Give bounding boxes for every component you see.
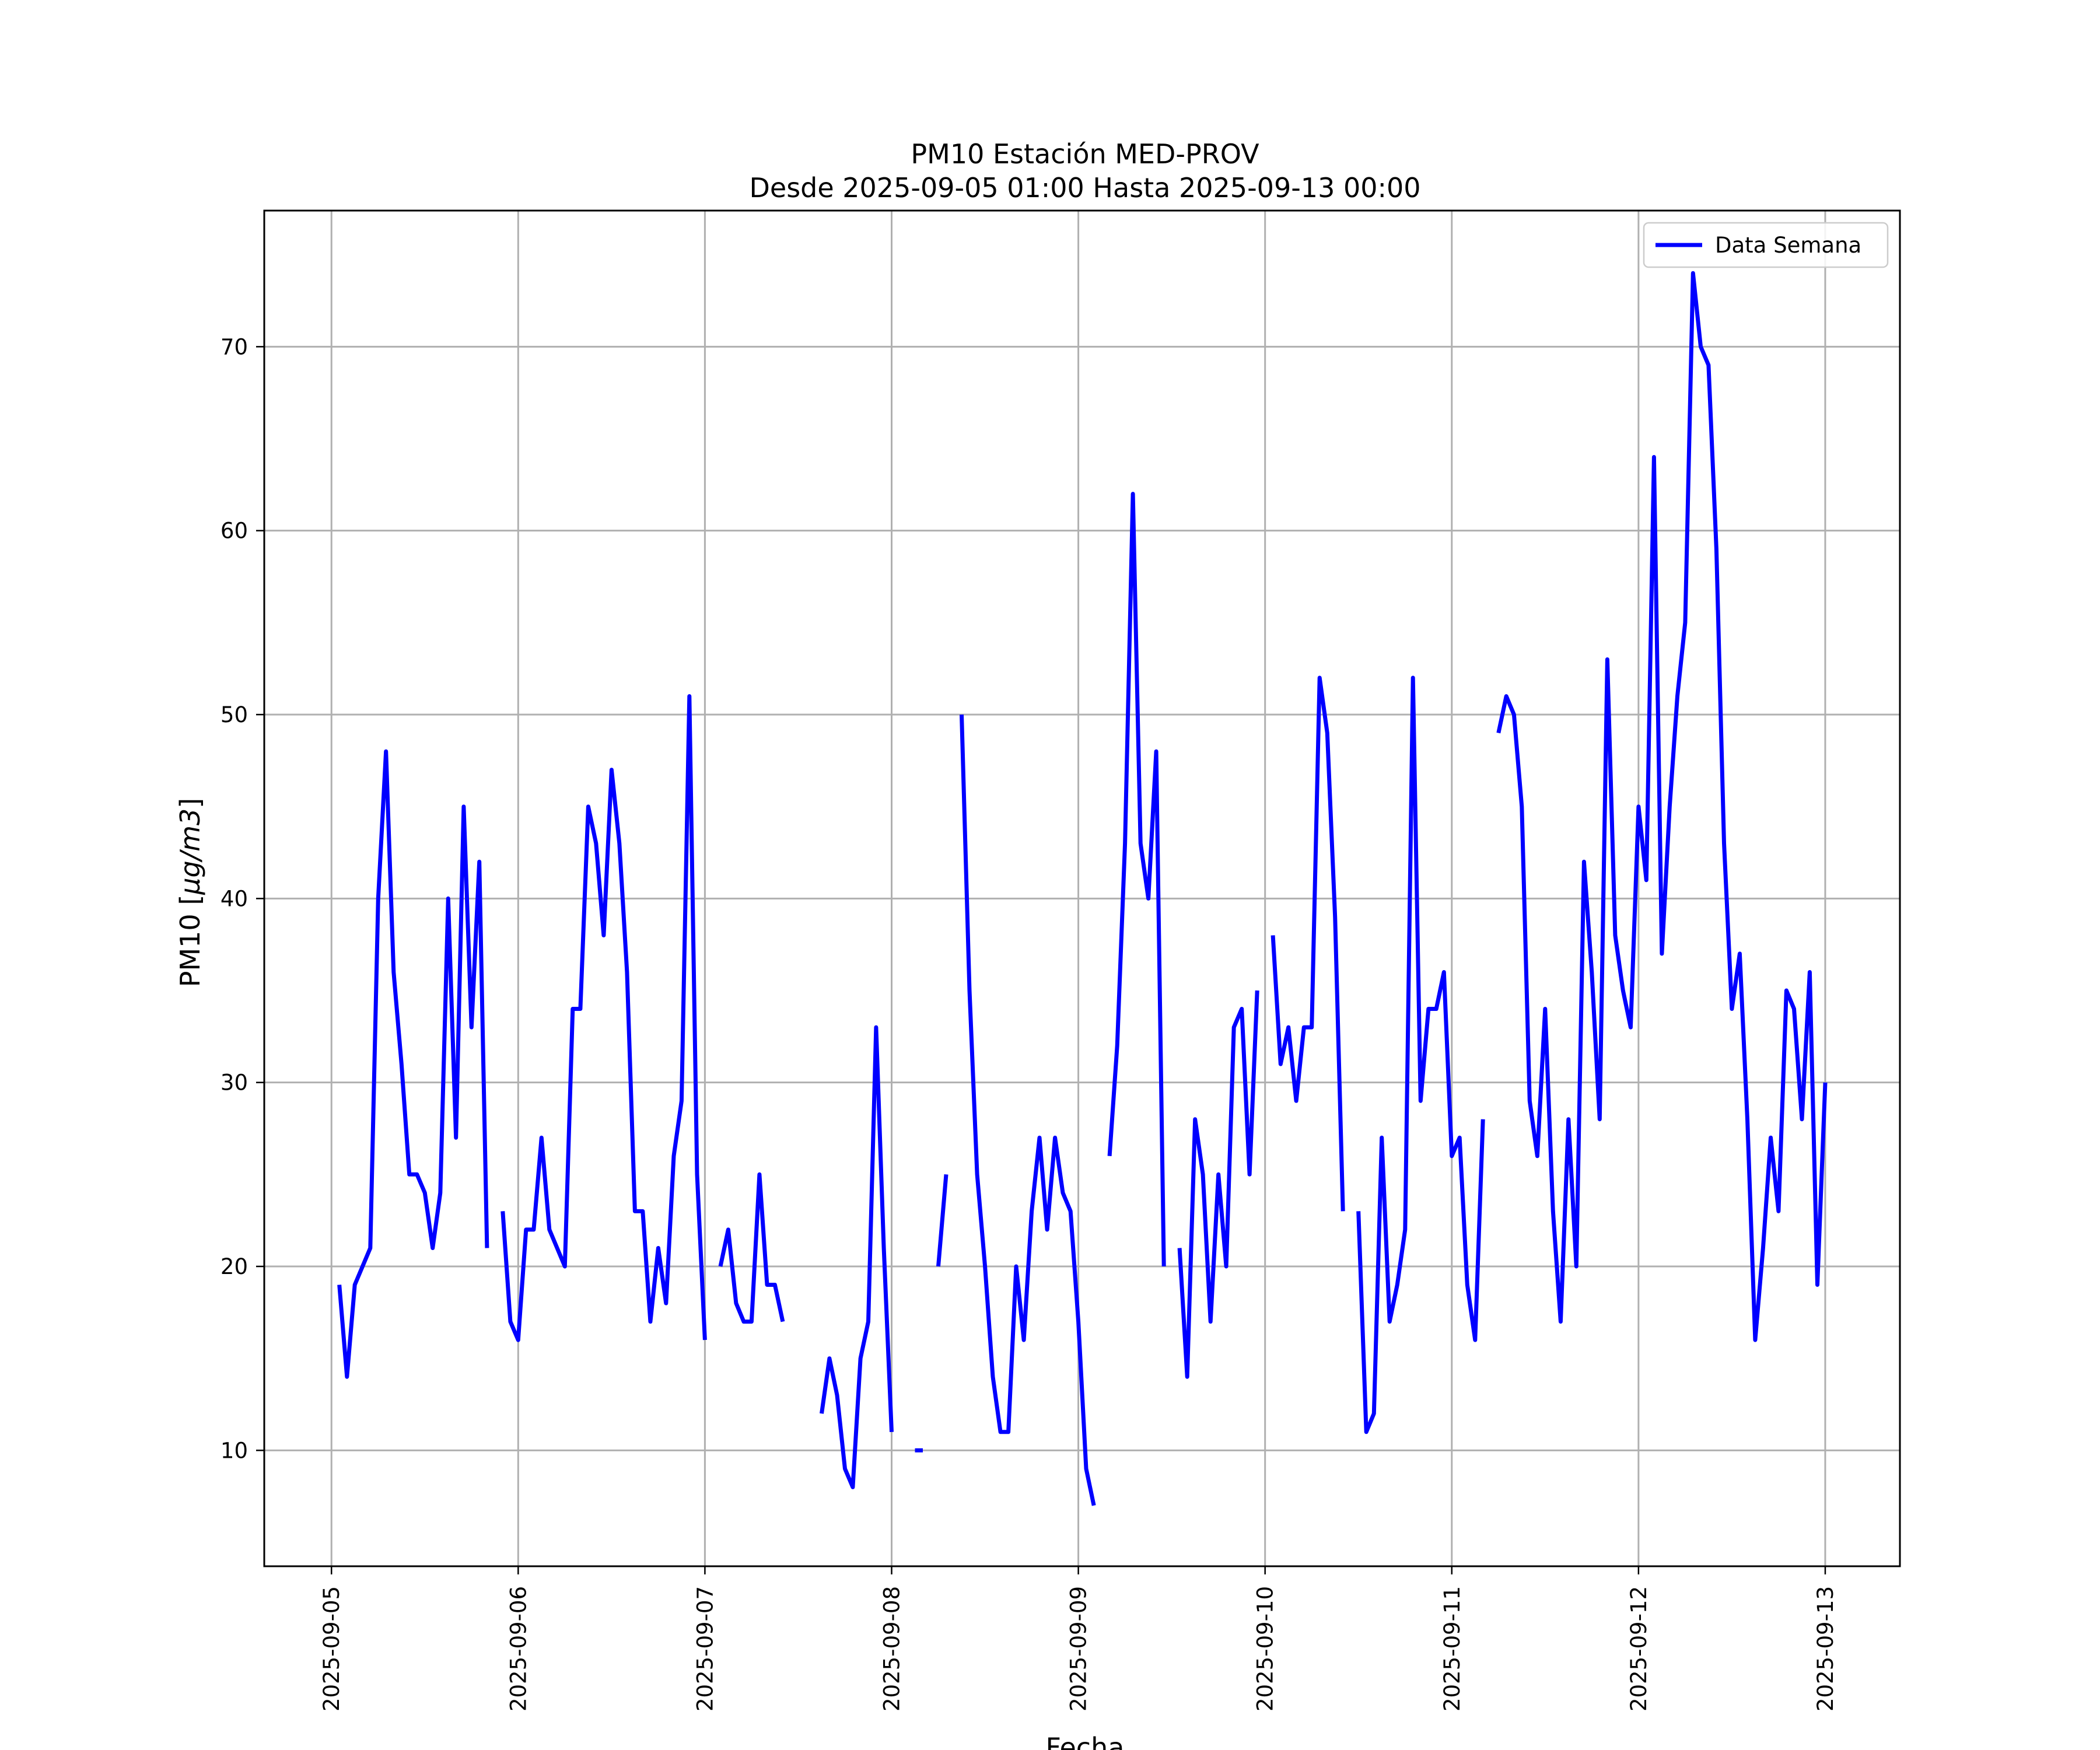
series-line-segment <box>1107 492 1166 1267</box>
legend-label-data-semana: Data Semana <box>1715 233 1861 258</box>
y-tick-label: 20 <box>220 1254 248 1279</box>
series-line-segment <box>1496 271 1828 1342</box>
y-tick-label: 50 <box>220 702 248 727</box>
y-tick-label: 10 <box>220 1438 248 1463</box>
series-line-segment <box>936 1174 949 1267</box>
series-line-segment <box>501 694 707 1342</box>
series-line-segment <box>337 749 489 1379</box>
chart-title: PM10 Estación MED-PROV <box>911 138 1259 170</box>
y-tick-label: 60 <box>220 519 248 544</box>
x-tick-label: 2025-09-06 <box>506 1586 531 1712</box>
x-tick-label: 2025-09-09 <box>1066 1586 1091 1712</box>
series-line-segment <box>960 714 1096 1506</box>
legend-box <box>1643 222 1889 268</box>
chart-subtitle: Desde 2025-09-05 01:00 Hasta 2025-09-13 … <box>749 172 1420 204</box>
series-line-segment <box>718 1172 785 1324</box>
x-tick-label: 2025-09-13 <box>1813 1586 1838 1712</box>
x-axis-label: Fecha <box>1046 1732 1125 1750</box>
tick-layer: 2025-09-05 2025-09-06 2025-09-07 2025-09-08… <box>220 334 1838 1712</box>
x-tick-label: 2025-09-11 <box>1440 1586 1465 1712</box>
x-tick-label: 2025-09-10 <box>1253 1586 1278 1712</box>
plot-frame <box>263 209 1901 1567</box>
series-line-segment <box>1177 990 1259 1379</box>
y-axis-label-main: PM10 [ <box>174 895 206 988</box>
y-tick-label: 40 <box>220 886 248 911</box>
y-axis-label-unit: μg/m3 <box>174 808 206 895</box>
series-line-segment <box>820 1025 894 1489</box>
series-line-segment <box>1356 676 1485 1434</box>
x-tick-label: 2025-09-05 <box>319 1586 344 1712</box>
series-line-segment <box>1270 676 1345 1212</box>
legend: Data Semana <box>1643 222 1889 268</box>
series-layer <box>337 271 1828 1506</box>
x-tick-label: 2025-09-12 <box>1626 1586 1651 1712</box>
grid-layer <box>264 211 1900 1566</box>
y-tick-label: 30 <box>220 1070 248 1096</box>
x-tick-label: 2025-09-08 <box>880 1586 905 1712</box>
x-tick-label: 2025-09-07 <box>692 1586 718 1712</box>
y-tick-label: 70 <box>220 334 248 359</box>
y-axis-label-close: ] <box>174 798 206 808</box>
y-axis-label: PM10 [μg/m3] <box>174 798 206 988</box>
